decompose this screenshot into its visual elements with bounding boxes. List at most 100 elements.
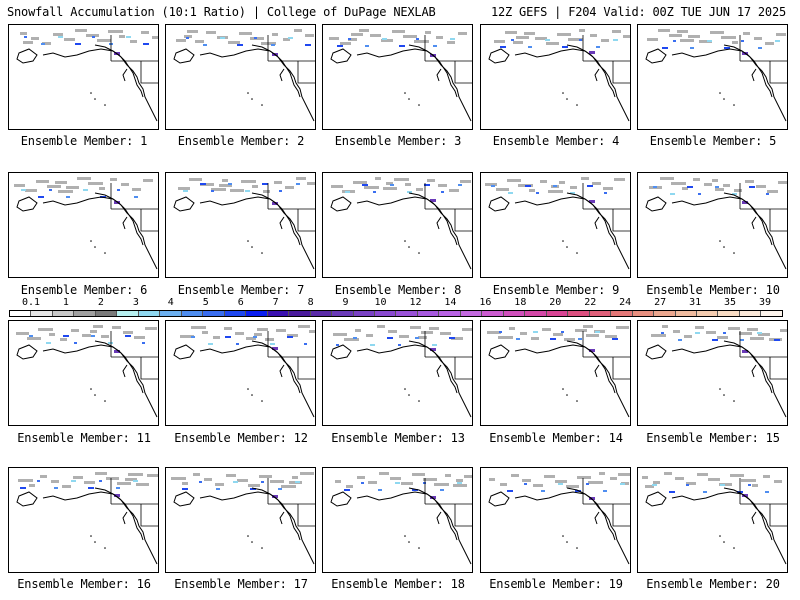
ensemble-map-panel — [322, 320, 473, 426]
colorbar-swatch — [289, 311, 311, 316]
colorbar-swatch — [482, 311, 504, 316]
colorbar-tick-label: 35 — [724, 297, 737, 308]
colorbar-swatch — [632, 311, 655, 316]
colorbar-tick-label: 22 — [584, 297, 597, 308]
map-layer — [16, 29, 158, 122]
ensemble-member-label: Ensemble Member: 2 — [177, 134, 305, 148]
colorbar-tick-label: 7 — [272, 297, 279, 308]
colorbar-tick-label: 5 — [202, 297, 209, 308]
colorbar-tick-label: 0.1 — [21, 297, 41, 308]
ensemble-map-panel — [322, 24, 473, 130]
ensemble-member-label: Ensemble Member: 1 — [20, 134, 148, 148]
colorbar-tick-label: 4 — [167, 297, 174, 308]
ensemble-map-panel — [165, 172, 316, 278]
ensemble-member-label: Ensemble Member: 9 — [492, 283, 620, 297]
ensemble-member-label: Ensemble Member: 14 — [489, 431, 623, 445]
colorbar-tick-label: 10 — [374, 297, 387, 308]
colorbar-swatch — [546, 311, 569, 316]
colorbar-swatch — [74, 311, 96, 316]
colorbar-tick-label: 1 — [62, 297, 69, 308]
ensemble-member-label: Ensemble Member: 20 — [646, 577, 780, 591]
colorbar-ticks: 0.1 1 2 3 4 5 6 7 8 9 10 12 14 16 18 20 22 24 27 31 35 39 — [9, 297, 783, 309]
map-layer — [642, 472, 787, 565]
model-run-info: 12Z GEFS | F204 Valid: 00Z TUE JUN 17 20… — [490, 5, 786, 19]
colorbar-tick-label: 39 — [758, 297, 772, 308]
ensemble-member-label: Ensemble Member: 6 — [20, 283, 148, 297]
colorbar-swatch — [267, 311, 290, 316]
map-layer — [329, 29, 472, 122]
map-layer — [14, 177, 158, 270]
colorbar-swatch — [332, 311, 354, 316]
colorbar-swatch — [181, 311, 204, 316]
ensemble-member-label: Ensemble Member: 3 — [334, 134, 462, 148]
colorbar-tick-label: 18 — [514, 297, 527, 308]
map-layer — [173, 325, 315, 418]
colorbar-swatch — [396, 311, 418, 316]
ensemble-map-panel — [637, 467, 788, 573]
ensemble-map-panel — [322, 467, 473, 573]
colorbar-swatch — [31, 311, 53, 316]
colorbar-swatch — [417, 311, 440, 316]
map-layer — [330, 177, 472, 270]
map-layer — [645, 325, 787, 418]
ensemble-member-label: Ensemble Member: 7 — [177, 283, 305, 297]
colorbar-tick-label: 2 — [97, 297, 104, 308]
ensemble-map-panel — [637, 24, 788, 130]
colorbar-swatch — [697, 311, 719, 316]
colorbar-swatch — [10, 311, 32, 316]
ensemble-member-label: Ensemble Member: 13 — [331, 431, 465, 445]
colorbar-tick-label: 8 — [307, 297, 314, 308]
colorbar-swatch — [525, 311, 547, 316]
colorbar-swatch — [224, 311, 247, 316]
colorbar-swatch — [611, 311, 633, 316]
colorbar-tick-label: 14 — [444, 297, 457, 308]
ensemble-map-panel — [480, 320, 631, 426]
ensemble-member-label: Ensemble Member: 8 — [334, 283, 462, 297]
colorbar-tick-label: 6 — [237, 297, 244, 308]
map-layer — [173, 177, 315, 270]
colorbar-swatch — [761, 311, 782, 316]
colorbar-swatch — [718, 311, 740, 316]
colorbar-swatch — [353, 311, 375, 316]
colorbar-swatch — [568, 311, 590, 316]
colorbar-swatch — [739, 311, 762, 316]
ensemble-map-panel — [165, 467, 316, 573]
ensemble-member-label: Ensemble Member: 5 — [649, 134, 777, 148]
map-layer — [171, 472, 315, 565]
ensemble-map-panel — [8, 320, 159, 426]
ensemble-member-label: Ensemble Member: 12 — [174, 431, 308, 445]
colorbar-swatch — [246, 311, 268, 316]
colorbar-swatch — [654, 311, 676, 316]
ensemble-map-panel — [480, 467, 631, 573]
map-layer — [645, 29, 787, 122]
colorbar-tick-label: 27 — [654, 297, 667, 308]
colorbar-swatch — [675, 311, 697, 316]
colorbar-swatch — [138, 311, 161, 316]
map-title: Snowfall Accumulation (10:1 Ratio) | Col… — [7, 5, 436, 19]
map-layer — [488, 29, 630, 122]
colorbar-swatch — [95, 311, 118, 316]
ensemble-member-label: Ensemble Member: 15 — [646, 431, 780, 445]
colorbar-swatch — [439, 311, 461, 316]
colorbar-tick-label: 31 — [689, 297, 702, 308]
ensemble-member-label: Ensemble Member: 18 — [331, 577, 465, 591]
map-layer — [330, 325, 472, 418]
ensemble-member-label: Ensemble Member: 16 — [17, 577, 151, 591]
colorbar-tick-label: 16 — [479, 297, 492, 308]
ensemble-member-label: Ensemble Member: 11 — [17, 431, 151, 445]
map-layer — [173, 29, 315, 122]
colorbar-swatch — [310, 311, 333, 316]
map-layer — [330, 472, 472, 565]
colorbar-swatch — [374, 311, 397, 316]
map-layer — [16, 472, 158, 565]
colorbar-swatch — [460, 311, 483, 316]
map-layer — [16, 325, 158, 418]
ensemble-map-panel — [322, 172, 473, 278]
colorbar-tick-label: 9 — [342, 297, 349, 308]
ensemble-member-label: Ensemble Member: 4 — [492, 134, 620, 148]
ensemble-map-panel — [8, 172, 159, 278]
ensemble-map-panel — [480, 172, 631, 278]
ensemble-map-panel — [8, 467, 159, 573]
colorbar-swatch — [503, 311, 526, 316]
ensemble-map-panel — [480, 24, 631, 130]
